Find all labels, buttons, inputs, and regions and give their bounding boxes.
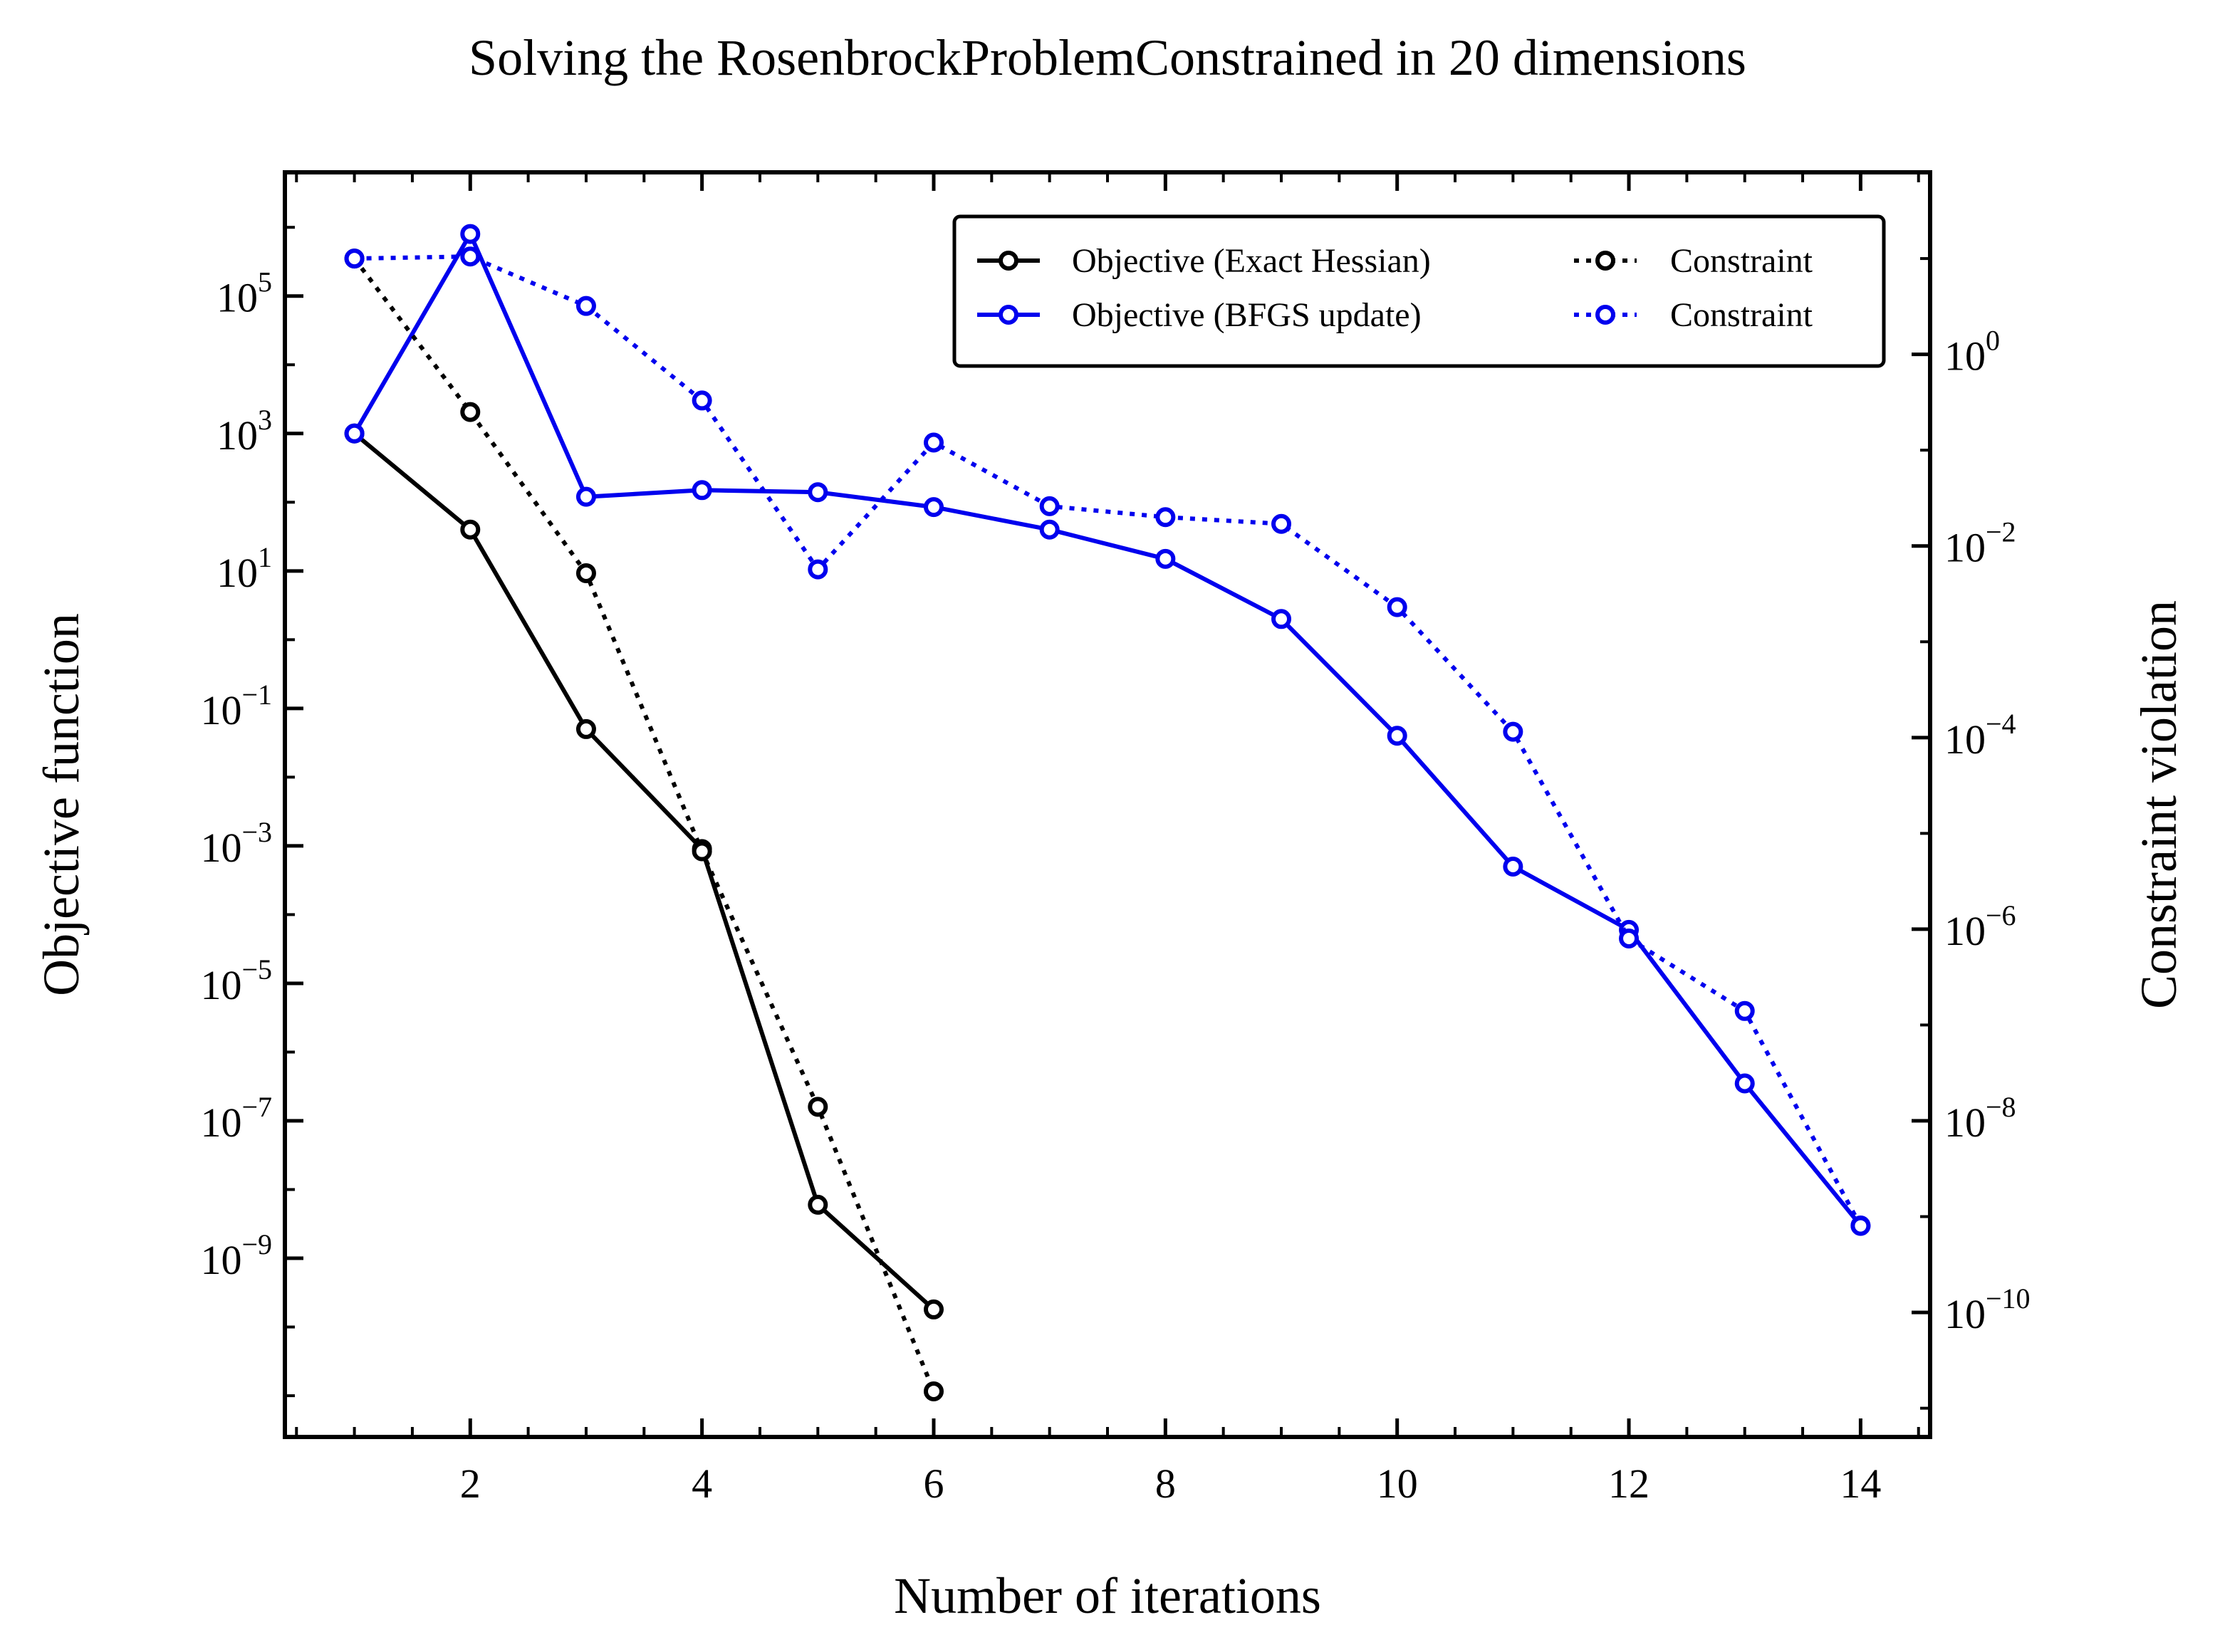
data-point-series3-0	[344, 249, 365, 269]
x-tick-label: 6	[923, 1460, 944, 1507]
data-point-series1-6	[1039, 519, 1060, 540]
data-point-series3-10	[1503, 721, 1523, 742]
y-tick-label: 101	[217, 541, 272, 596]
series-line-0	[353, 432, 936, 1312]
legend-marker-exact-constraint	[1595, 251, 1615, 271]
x-tick-label: 2	[460, 1460, 481, 1507]
y-tick-label: 105	[217, 266, 272, 321]
y2-tick-label: 10−6	[1944, 899, 2016, 954]
legend-label-bfgs-constraint: Constraint	[1670, 296, 1813, 334]
y-tick-label: 10−5	[200, 953, 272, 1008]
x-tick-label: 12	[1608, 1460, 1649, 1507]
x-axis-label: Number of iterations	[894, 1567, 1321, 1624]
x-tick-label: 4	[692, 1460, 712, 1507]
y2-tick-label: 100	[1944, 325, 2000, 380]
legend-marker-bfgs-constraint	[1595, 305, 1615, 325]
data-point-series2-4	[808, 1097, 828, 1117]
legend-marker-bfgs-objective	[999, 305, 1018, 325]
y-tick-label: 10−7	[200, 1091, 272, 1146]
legend-label-exact-objective: Objective (Exact Hessian)	[1072, 242, 1431, 280]
data-point-series1-5	[923, 497, 944, 518]
x-tick-label: 14	[1840, 1460, 1881, 1507]
y-tick-label: 10−1	[200, 679, 272, 733]
data-point-series3-13	[1850, 1216, 1871, 1236]
data-point-series3-4	[808, 559, 828, 580]
data-point-series1-4	[808, 482, 828, 503]
data-point-series2-1	[460, 402, 481, 422]
data-point-series0-1	[460, 519, 481, 540]
x-tick-label: 10	[1377, 1460, 1418, 1507]
legend-label-exact-constraint: Constraint	[1670, 242, 1813, 280]
y-tick-label: 103	[217, 404, 272, 459]
data-point-series1-9	[1387, 726, 1407, 746]
data-point-series0-4	[808, 1194, 828, 1215]
data-point-series2-2	[575, 563, 596, 583]
y-axis-label: Objective function	[33, 613, 90, 996]
data-point-series3-2	[575, 296, 596, 316]
data-point-series3-6	[1039, 496, 1060, 516]
data-point-series1-8	[1271, 609, 1292, 629]
data-point-series3-12	[1734, 1000, 1755, 1021]
data-point-series2-5	[923, 1381, 944, 1401]
y2-tick-label: 10−8	[1944, 1091, 2016, 1146]
data-point-series1-1	[460, 224, 481, 244]
data-point-series1-12	[1734, 1073, 1755, 1094]
legend-marker-exact-objective	[999, 251, 1018, 271]
data-point-series3-7	[1155, 507, 1176, 528]
data-point-series3-5	[923, 432, 944, 453]
x-tick-label: 8	[1155, 1460, 1176, 1507]
series-line-1	[353, 231, 1862, 1227]
series-line-3	[354, 254, 1863, 1228]
y2-tick-label: 10−10	[1944, 1282, 2031, 1337]
data-point-series0-5	[923, 1299, 944, 1319]
data-point-series3-9	[1387, 597, 1407, 617]
y2-tick-label: 10−4	[1944, 708, 2016, 763]
legend-box	[952, 214, 1886, 368]
data-point-series1-0	[344, 423, 365, 444]
data-point-series1-3	[692, 480, 712, 501]
axis-ticks: 2 4 6 8 10 12 14 10−9 10−7 10−5 10−3 10−1 101 103 105 1…	[200, 172, 2031, 1507]
y-tick-label: 10−3	[200, 816, 272, 871]
data-point-series1-7	[1155, 548, 1176, 569]
series-line-2	[353, 257, 936, 1393]
y2-axis-label: Constraint violation	[2130, 600, 2187, 1009]
data-point-series1-2	[575, 486, 596, 507]
data-point-series3-8	[1271, 513, 1292, 534]
data-point-series1-10	[1503, 856, 1523, 877]
data-point-series3-1	[460, 246, 481, 267]
data-point-series2-3	[692, 841, 712, 862]
legend-label-bfgs-objective: Objective (BFGS update)	[1072, 296, 1422, 334]
series-layer	[344, 224, 1871, 1401]
y2-tick-label: 10−2	[1944, 516, 2016, 571]
data-point-series0-2	[575, 718, 596, 739]
chart-title: Solving the RosenbrockProblemConstrained…	[469, 29, 1746, 86]
y-tick-label: 10−9	[200, 1228, 272, 1283]
data-point-series3-11	[1619, 928, 1640, 948]
legend: Objective (Exact Hessian) Objective (BFG…	[952, 214, 1886, 368]
data-point-series3-3	[692, 390, 712, 411]
